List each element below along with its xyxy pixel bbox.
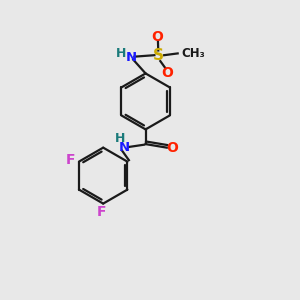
Text: F: F: [66, 153, 76, 167]
Text: H: H: [116, 47, 127, 60]
Text: H: H: [115, 132, 125, 145]
Text: F: F: [97, 205, 106, 219]
Text: O: O: [166, 141, 178, 154]
Text: CH₃: CH₃: [182, 47, 205, 60]
Text: S: S: [153, 48, 164, 63]
Text: N: N: [125, 51, 136, 64]
Text: N: N: [119, 141, 130, 154]
Text: O: O: [161, 66, 173, 80]
Text: O: O: [152, 30, 163, 44]
